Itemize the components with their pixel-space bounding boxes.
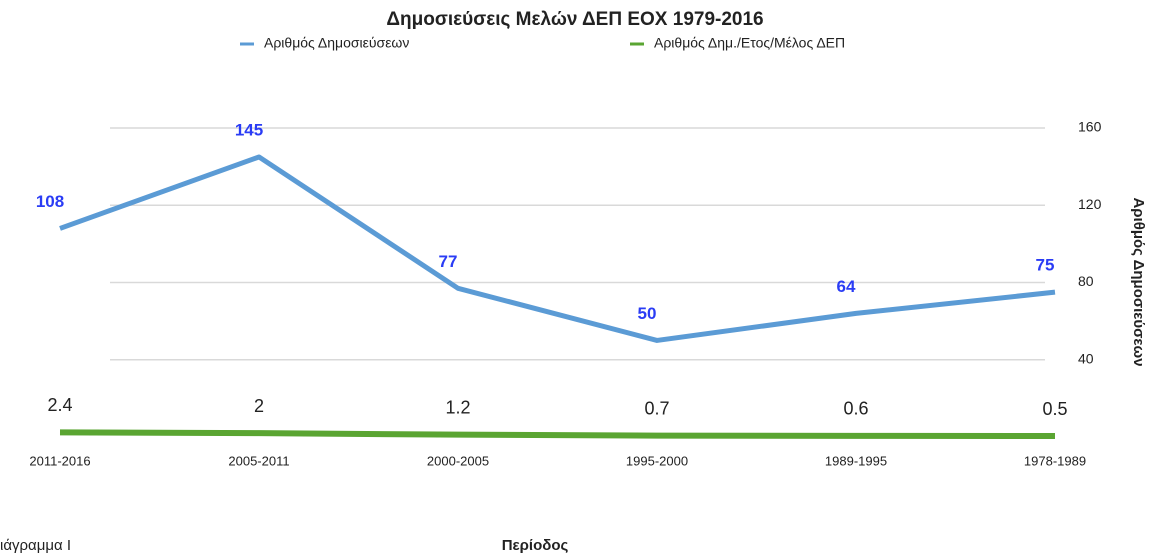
x-axis-label: Περίοδος <box>502 537 569 554</box>
y-tick-label: 160 <box>1078 119 1102 135</box>
data-label: 2.4 <box>47 395 72 415</box>
legend-label: Αριθμός Δημ./Ετος/Μέλος ΔΕΠ <box>654 35 845 51</box>
data-label: 0.6 <box>843 399 868 419</box>
data-label: 64 <box>837 277 856 296</box>
data-line <box>59 154 1056 343</box>
data-label: 0.5 <box>1042 399 1067 419</box>
x-tick-label: 1989-1995 <box>825 453 887 468</box>
y-axis-label: Αριθμός Δημοσιεύσεων <box>1130 197 1147 366</box>
y-tick-label: 40 <box>1078 350 1094 366</box>
note: ιάγραμμα Ι <box>0 537 71 554</box>
y-tick-label: 80 <box>1078 273 1094 289</box>
x-tick-label: 1978-1989 <box>1024 453 1086 468</box>
data-label: 77 <box>439 252 458 271</box>
legend-label: Αριθμός Δημοσιεύσεων <box>264 35 409 51</box>
data-label: 75 <box>1036 256 1055 275</box>
data-label: 50 <box>638 304 657 323</box>
y-tick-label: 120 <box>1078 196 1102 212</box>
x-tick-label: 2011-2016 <box>29 453 90 468</box>
data-label: 1.2 <box>445 397 470 417</box>
x-tick-label: 2005-2011 <box>228 453 289 468</box>
chart-title: Δημοσιεύσεις Μελών ΔΕΠ ΕΟΧ 1979-2016 <box>386 9 763 30</box>
x-tick-label: 2000-2005 <box>427 453 489 468</box>
x-tick-label: 1995-2000 <box>626 453 688 468</box>
data-label: 145 <box>235 120 263 139</box>
data-label: 0.7 <box>644 398 669 418</box>
data-label: 2 <box>254 396 264 416</box>
data-label: 108 <box>36 192 64 211</box>
data-line <box>59 429 1056 440</box>
